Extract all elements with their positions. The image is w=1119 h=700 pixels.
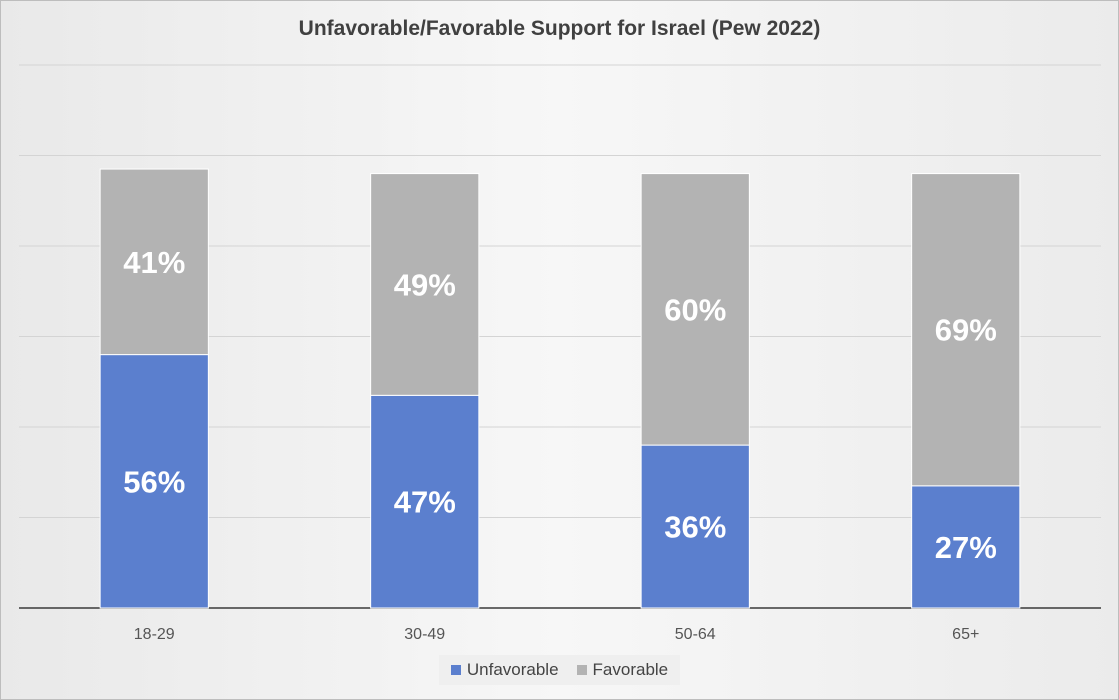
plot-area: 56% 41% 47% 49% 36% 60% 27% 69% 18-29 30-49 50-64… xyxy=(19,64,1101,643)
legend-item-favorable: Favorable xyxy=(576,660,669,680)
x-tick-label: 30-49 xyxy=(404,626,445,643)
x-tick-label: 50-64 xyxy=(675,626,716,643)
data-label-favorable-18-29: 41% xyxy=(123,245,185,280)
data-label-unfavorable-30-49: 47% xyxy=(394,485,456,520)
chart-title: Unfavorable/Favorable Support for Israel… xyxy=(298,17,821,40)
data-label-favorable-50-64: 60% xyxy=(664,292,726,327)
legend-swatch-favorable xyxy=(576,665,587,675)
legend-swatch-unfavorable xyxy=(450,665,461,675)
data-label-favorable-30-49: 49% xyxy=(394,267,456,302)
data-label-favorable-65+: 69% xyxy=(935,313,997,348)
bar-unfavorable-65+ xyxy=(911,485,1021,609)
x-tick-label: 65+ xyxy=(952,626,979,643)
bar-favorable-18-29 xyxy=(99,168,209,356)
data-label-unfavorable-50-64: 36% xyxy=(664,510,726,545)
legend-item-unfavorable: Unfavorable xyxy=(450,660,559,680)
bar-unfavorable-30-49 xyxy=(370,394,480,609)
data-label-unfavorable-18-29: 56% xyxy=(123,464,185,499)
data-label-unfavorable-65+: 27% xyxy=(935,530,997,565)
bar-favorable-65+ xyxy=(911,173,1021,487)
bar-favorable-30-49 xyxy=(370,173,480,396)
legend: Unfavorable Favorable xyxy=(1,655,1118,685)
bar-unfavorable-50-64 xyxy=(640,444,750,609)
bar-labels: 56% 41% 47% 49% 36% 60% 27% 69% xyxy=(123,245,997,565)
legend-label-favorable: Favorable xyxy=(592,660,669,679)
bar-favorable-50-64 xyxy=(640,173,750,446)
legend-label-unfavorable: Unfavorable xyxy=(466,660,559,679)
x-tick-labels: 18-29 30-49 50-64 65+ xyxy=(134,626,980,643)
bars xyxy=(99,168,1021,609)
x-tick-label: 18-29 xyxy=(134,626,175,643)
